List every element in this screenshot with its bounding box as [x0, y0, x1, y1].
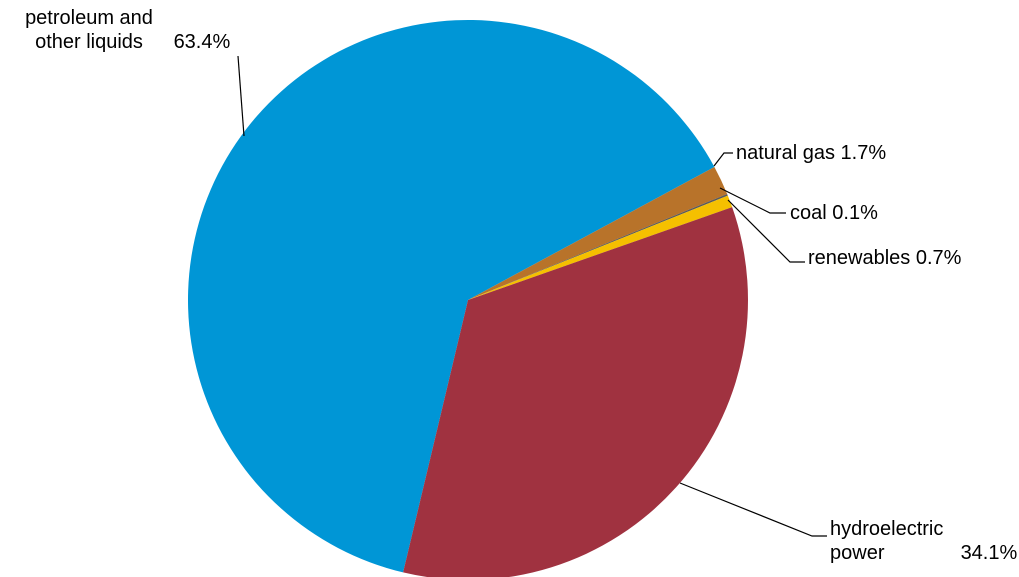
- slice-label: renewables 0.7%: [808, 246, 961, 270]
- value-label: 34.1%: [960, 542, 1018, 564]
- slice-label: natural gas 1.7%: [736, 141, 886, 165]
- slice-label: hydroelectric power 34.1%: [830, 517, 1017, 565]
- leader-line: [727, 199, 805, 263]
- pie-slice: [468, 195, 733, 300]
- slice-label: coal 0.1%: [790, 201, 878, 225]
- category-label: petroleum and other liquids: [25, 7, 153, 53]
- leader-line: [719, 187, 786, 214]
- category-label: hydroelectric power: [830, 518, 944, 564]
- pie-slice: [403, 207, 748, 577]
- leader-line: [713, 152, 733, 167]
- value-label: 0.7%: [915, 247, 962, 269]
- pie-slice: [468, 166, 728, 300]
- slice-label: petroleum and other liquids 63.4%: [10, 6, 230, 54]
- pie-slice: [188, 20, 715, 573]
- leader-lines: [237, 55, 827, 537]
- value-label: 1.7%: [840, 142, 887, 164]
- category-label: natural gas: [736, 142, 835, 164]
- value-label: 0.1%: [832, 202, 878, 224]
- category-label: renewables: [808, 247, 911, 269]
- pie-slice: [468, 194, 728, 300]
- leader-line: [237, 55, 245, 137]
- value-label: 63.4%: [173, 31, 231, 53]
- slices: [188, 20, 748, 577]
- leader-line: [679, 482, 827, 537]
- category-label: coal: [790, 202, 827, 224]
